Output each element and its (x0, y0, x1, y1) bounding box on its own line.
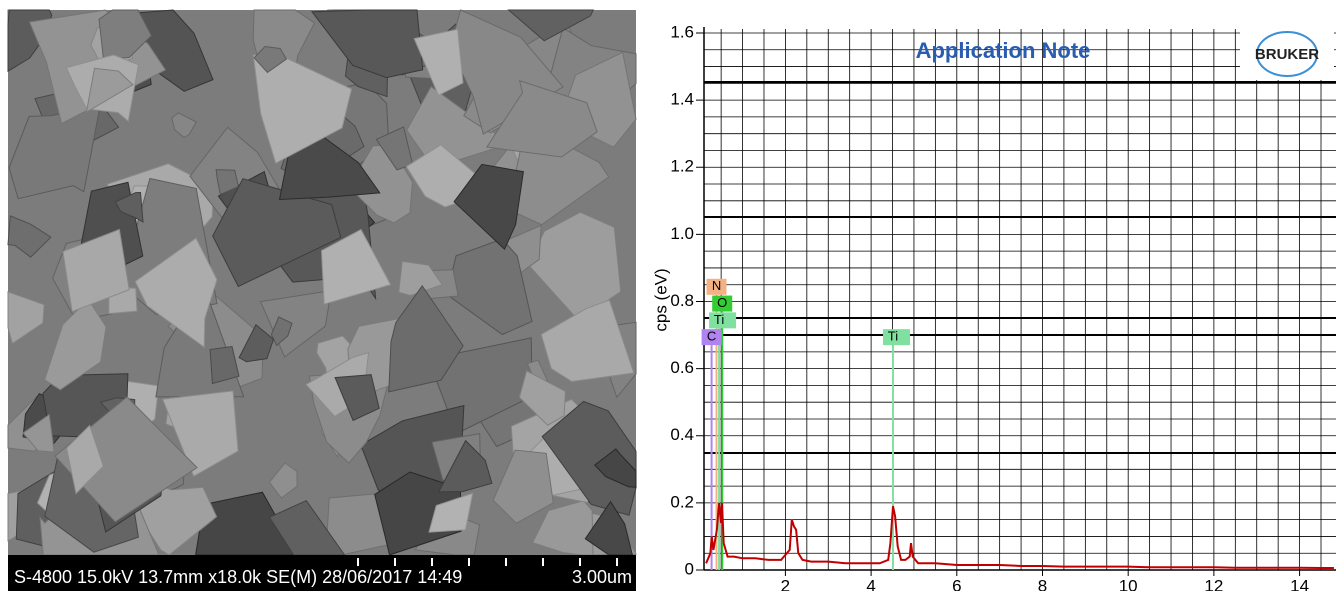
y-tick-label: 1.4 (670, 90, 694, 109)
y-tick-label: 1.0 (670, 224, 694, 243)
x-tick-label: 2 (781, 576, 790, 591)
x-tick-label: 10 (1119, 576, 1138, 591)
y-tick-label: 0.2 (670, 492, 694, 511)
x-tick-label: 12 (1204, 576, 1223, 591)
x-tick-label: 4 (866, 576, 875, 591)
y-tick-label: 0.6 (670, 358, 694, 377)
plot: 0 0.2 0.4 0.6 0.8 1.0 1.2 1.4 1.6 2 4 6 8 10 12 14 NO Ti C… (670, 22, 1336, 591)
y-tick-label: 0.4 (670, 425, 694, 444)
figure: S-4800 15.0kV 13.7mm x18.0k SE(M) 28/06/… (0, 0, 1336, 591)
element-label: O (717, 295, 727, 310)
x-tick-label: 14 (1290, 576, 1309, 591)
y-axis-label: cps (eV) (651, 268, 670, 331)
element-label: Ti (888, 329, 898, 344)
sem-image (8, 10, 636, 555)
y-tick-label: 0.8 (670, 291, 694, 310)
element-label: Ti (714, 312, 724, 327)
y-tick-label: 0 (685, 559, 694, 578)
spectrum (706, 503, 1334, 568)
logo: BRUKER (1255, 46, 1319, 63)
x-tick-label: 8 (1038, 576, 1047, 591)
chart-title: Application Note (916, 38, 1091, 63)
y-tick-label: 1.2 (670, 157, 694, 176)
y-tick-label: 1.6 (670, 22, 694, 41)
grid (704, 29, 1336, 570)
page: S-4800 15.0kV 13.7mm x18.0k SE(M) 28/06/… (0, 0, 1336, 596)
sem-caption: S-4800 15.0kV 13.7mm x18.0k SE(M) 28/06/… (14, 567, 462, 587)
x-tick-label: 6 (952, 576, 961, 591)
element-label: C (707, 329, 716, 344)
element-label: N (712, 278, 721, 293)
heavy-lines (704, 82, 1336, 453)
sem-scale: 3.00um (572, 567, 632, 587)
